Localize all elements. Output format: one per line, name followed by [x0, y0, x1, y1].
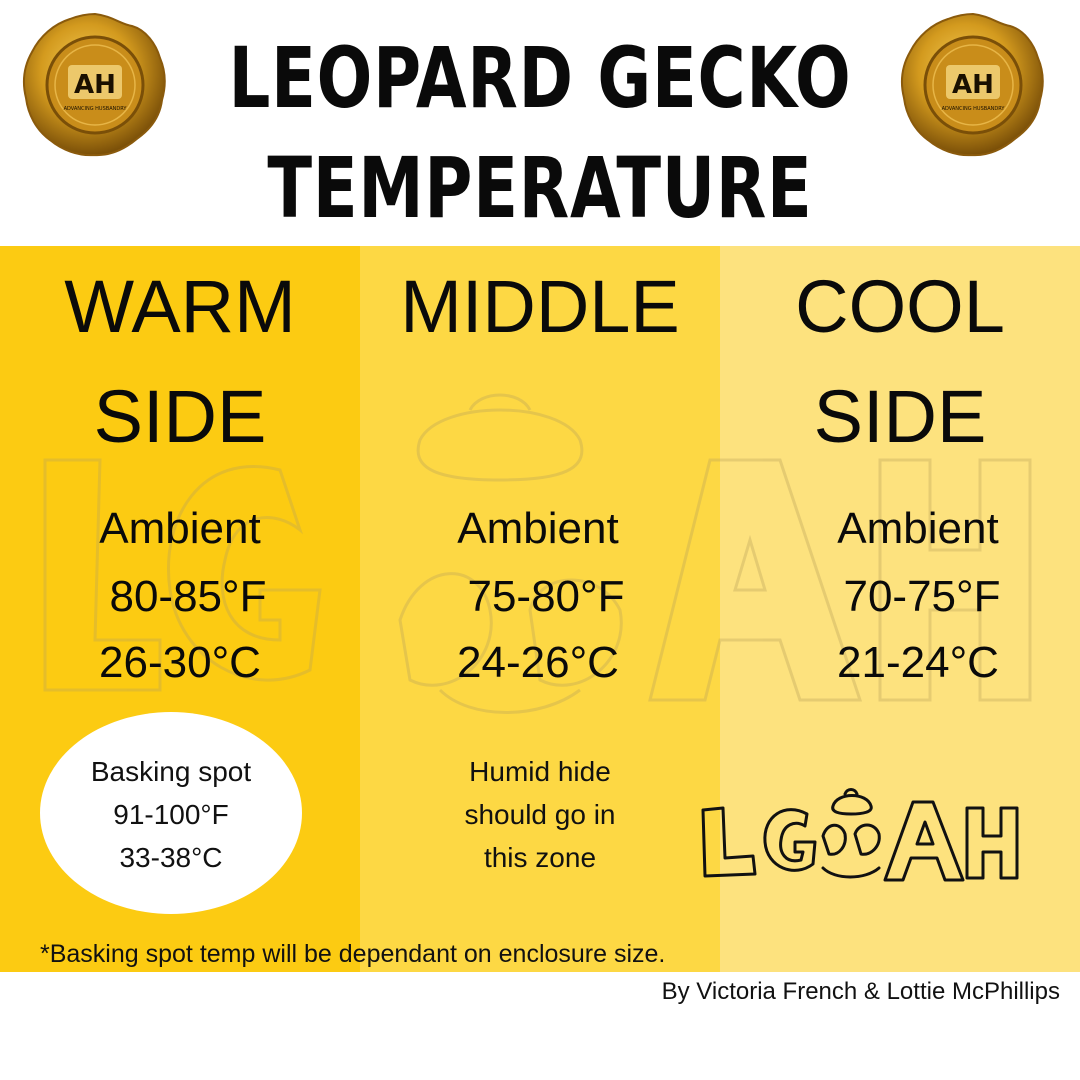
middle-temp-c: 24-26°C	[457, 638, 619, 687]
cool-temp-f: 70-75°F	[843, 572, 1001, 621]
seal-subtext: ADVANCING HUSBANDRY	[64, 106, 128, 112]
warm-ambient-label: Ambient	[99, 504, 261, 553]
cool-temp-c: 21-24°C	[837, 638, 999, 687]
warm-heading-line1: WARM	[64, 265, 296, 348]
middle-heading: MIDDLE	[400, 265, 680, 348]
basking-spot-text: Basking spot 91-100°F 33-38°C	[40, 750, 302, 879]
basking-line1: Basking spot	[90, 756, 252, 787]
wax-seal-logo-left: AH ADVANCING HUSBANDRY	[23, 12, 166, 157]
humid-line3: this zone	[483, 842, 597, 873]
basking-spot-bubble	[40, 712, 302, 914]
warm-heading-line2: SIDE	[93, 375, 267, 458]
middle-temp-f: 75-80°F	[467, 572, 625, 621]
wax-seal-logo-right: AH ADVANCING HUSBANDRY	[901, 12, 1044, 157]
cool-heading-line1: COOL	[795, 265, 1005, 348]
middle-column	[360, 246, 720, 972]
humid-line1: Humid hide	[469, 756, 611, 787]
seal-monogram: AH	[952, 70, 994, 100]
warm-temp-c: 26-30°C	[99, 638, 261, 687]
humid-hide-note: Humid hide should go in this zone	[360, 750, 720, 879]
seal-monogram: AH	[74, 70, 116, 100]
cool-ambient-label: Ambient	[837, 504, 999, 553]
basking-line3: 33-38°C	[119, 842, 223, 873]
middle-ambient-label: Ambient	[457, 504, 619, 553]
seal-subtext: ADVANCING HUSBANDRY	[942, 106, 1006, 112]
humid-line2: should go in	[464, 799, 616, 830]
warm-temp-f: 80-85°F	[109, 572, 267, 621]
basking-footnote: *Basking spot temp will be dependant on …	[40, 940, 666, 968]
author-credit: By Victoria French & Lottie McPhillips	[661, 978, 1060, 1005]
lgah-logo: LGAH	[701, 788, 1019, 882]
title-line-1: LEOPARD GECKO	[228, 29, 852, 127]
cool-heading-line2: SIDE	[813, 375, 987, 458]
basking-line2: 91-100°F	[113, 799, 229, 830]
